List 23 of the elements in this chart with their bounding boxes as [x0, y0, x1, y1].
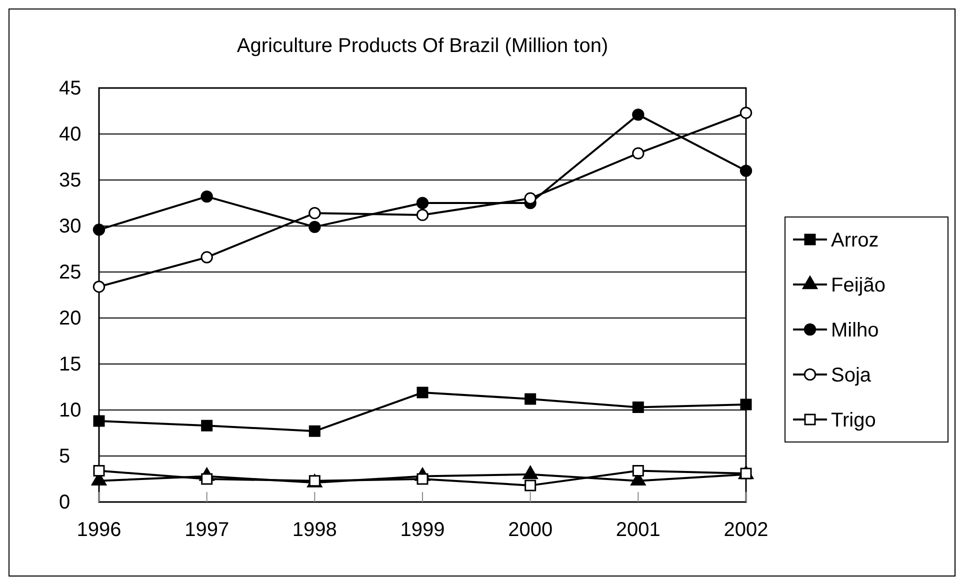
- x-tick-label: 2001: [616, 519, 660, 542]
- y-tick-label: 0: [59, 491, 70, 514]
- x-tick-label: 2002: [724, 519, 768, 542]
- x-tick-label: 1996: [76, 519, 122, 542]
- y-tick-label: 35: [59, 169, 82, 192]
- y-tick-label: 45: [59, 77, 82, 100]
- y-tick-label: 30: [59, 215, 82, 238]
- y-tick-label: 15: [59, 353, 82, 376]
- x-tick-label: 2000: [508, 519, 553, 542]
- legend-label: Soja: [831, 364, 872, 386]
- legend-label: Milho: [831, 320, 879, 342]
- y-tick-label: 40: [59, 123, 82, 146]
- y-tick-label: 10: [59, 399, 82, 422]
- x-tick-label: 1997: [184, 519, 230, 542]
- x-tick-label: 1998: [292, 519, 337, 542]
- legend-label: Feijão: [831, 274, 886, 296]
- y-tick-label: 25: [59, 261, 82, 284]
- x-tick-label: 1999: [400, 519, 445, 542]
- legend-label: Trigo: [831, 410, 876, 432]
- legend-label: Arroz: [831, 230, 879, 252]
- y-tick-label: 20: [59, 307, 82, 330]
- chart-title: Agriculture Products Of Brazil (Million ton): [236, 35, 608, 57]
- y-tick-label: 5: [59, 445, 70, 468]
